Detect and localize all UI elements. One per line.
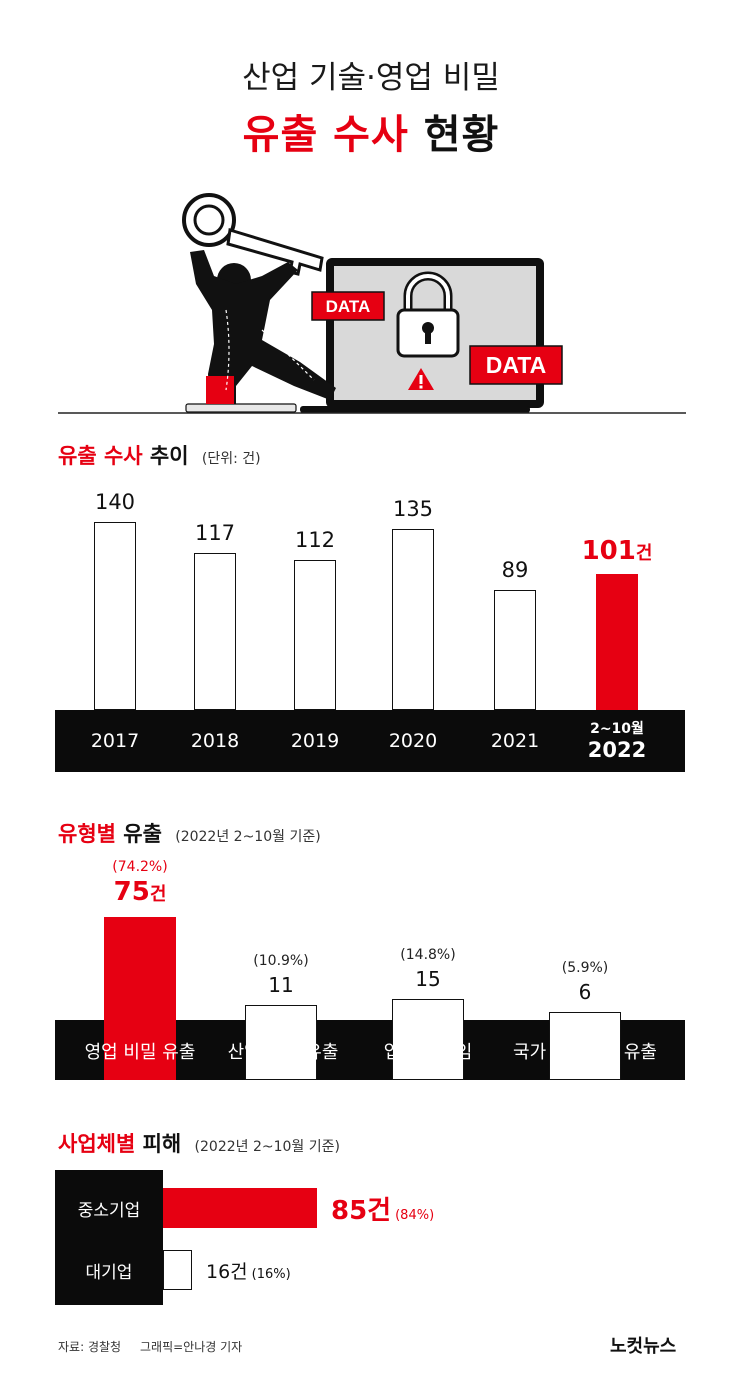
type-percent-3: (5.9%) bbox=[561, 959, 609, 976]
type-percent-2: (14.8%) bbox=[400, 947, 456, 964]
type-value-2: 15 bbox=[415, 967, 441, 992]
type-value-suffix: 건 bbox=[149, 884, 167, 905]
warning-icon bbox=[408, 368, 434, 390]
value-label-2021: 89 bbox=[501, 558, 529, 583]
section2-title: 유형별 유출 (2022년 2~10월 기준) bbox=[58, 818, 321, 848]
section2-title-black: 유출 bbox=[123, 822, 162, 846]
type-percent-0: (74.2%) bbox=[112, 859, 168, 875]
value-label-2020: 135 bbox=[392, 496, 434, 521]
title-line1: 산업 기술·영업 비밀 bbox=[242, 60, 500, 96]
data-tag-2: DATA bbox=[469, 345, 563, 385]
chart3-label-band bbox=[55, 1170, 163, 1305]
footer-source: 자료: 경찰청 bbox=[58, 1340, 122, 1354]
footer-credit: 그래픽=안나경 기자 bbox=[140, 1340, 243, 1354]
section1-unit: (단위: 건) bbox=[201, 451, 261, 467]
data-tag-1: DATA bbox=[311, 291, 385, 321]
title-red-part: 유출 수사 bbox=[242, 112, 409, 158]
company-percent-1: (16%) bbox=[251, 1267, 291, 1282]
section3-title: 사업체별 피해 (2022년 2~10월 기준) bbox=[58, 1128, 340, 1158]
value-label-2022: 101건 bbox=[581, 536, 653, 567]
section1-title-red: 유출 수사 bbox=[58, 444, 143, 468]
section3-title-red: 사업체별 bbox=[58, 1132, 136, 1156]
title-line2: 유출 수사 현황 bbox=[0, 102, 742, 160]
value-suffix: 건 bbox=[635, 543, 653, 565]
data-tag-2-text: DATA bbox=[486, 352, 546, 378]
type-value-0: 75건 bbox=[113, 877, 167, 907]
key-icon bbox=[182, 193, 324, 276]
type-value-1: 11 bbox=[268, 972, 294, 997]
bar-2020 bbox=[392, 528, 434, 710]
value-label-2019: 112 bbox=[294, 527, 336, 552]
company-value-0: 85건 (84%) bbox=[331, 1196, 435, 1226]
chart1-axis-band bbox=[55, 710, 685, 772]
value-label-2017: 140 bbox=[94, 490, 136, 514]
section2-basis: (2022년 2~10월 기준) bbox=[175, 829, 321, 845]
bar-2018 bbox=[194, 552, 236, 710]
bar-2019 bbox=[294, 559, 336, 710]
bar-2022 bbox=[596, 574, 638, 710]
type-percent-1: (10.9%) bbox=[253, 952, 309, 969]
company-bar-0 bbox=[163, 1188, 317, 1228]
title-black-part: 현황 bbox=[423, 112, 500, 158]
data-tag-1-text: DATA bbox=[326, 297, 371, 316]
brand-logo: 노컷뉴스 bbox=[610, 1336, 677, 1357]
chart2-axis-band bbox=[55, 1020, 685, 1080]
company-bar-1 bbox=[163, 1250, 192, 1290]
bar-2021 bbox=[494, 590, 536, 710]
type-value-3: 6 bbox=[578, 979, 592, 1004]
section1-title-black: 추이 bbox=[149, 444, 189, 468]
chart2-type-bars: (74.2%) 75건 (10.9%) 11 (14.8%) 15 (5.9%) 6 영업 비밀… bbox=[85, 859, 657, 1080]
company-value-1: 16건 (16%) bbox=[205, 1261, 291, 1283]
section3-title-black: 피해 bbox=[142, 1132, 182, 1156]
bar-2017 bbox=[94, 522, 136, 710]
company-percent-0: (84%) bbox=[395, 1208, 435, 1223]
padlock-icon bbox=[396, 271, 460, 358]
section3-basis: (2022년 2~10월 기준) bbox=[194, 1139, 340, 1155]
section2-title-red: 유형별 bbox=[58, 822, 116, 846]
value-label-2018: 117 bbox=[194, 520, 236, 545]
section1-title: 유출 수사 추이 (단위: 건) bbox=[58, 440, 261, 470]
hacker-laptop-illustration: DATA DATA bbox=[58, 193, 686, 414]
hacker-figure bbox=[190, 250, 336, 404]
